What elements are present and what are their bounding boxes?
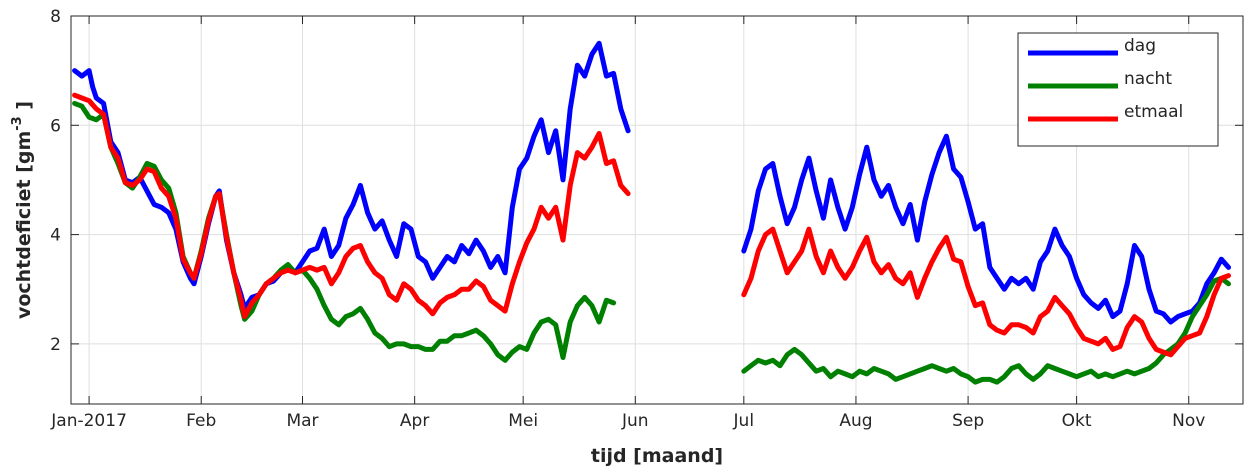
- legend: dag nacht etmaal: [1017, 32, 1219, 147]
- y-axis-title-main: vochtdeficiet [gm: [13, 131, 35, 319]
- x-tick-label: Jul: [733, 411, 755, 431]
- series-line-dag: [72, 40, 631, 311]
- legend-label-etmaal: etmaal: [1124, 102, 1183, 122]
- x-tick-label: Mei: [508, 411, 538, 431]
- plot-frame: [70, 15, 1244, 405]
- x-tick-label: Feb: [186, 411, 216, 431]
- x-tick-label: Jun: [621, 411, 649, 431]
- series-line-dag: [741, 133, 1231, 325]
- x-tick-label: Nov: [1172, 411, 1205, 431]
- y-axis-title: vochtdeficiet [gm-3 ]: [10, 101, 35, 319]
- legend-box: [1017, 32, 1219, 147]
- series-line-nacht: [72, 100, 617, 363]
- series-nacht: [72, 100, 1231, 385]
- x-tick-label: Mar: [286, 411, 318, 431]
- x-tick-label: Okt: [1062, 411, 1092, 431]
- x-tick-label: Apr: [400, 411, 429, 431]
- y-tick-label: 8: [50, 7, 61, 27]
- y-tick-label: 2: [50, 335, 61, 355]
- series-lines: [72, 40, 1231, 385]
- axis-ticks: Jan-2017 Feb Mar Apr Mei Jun Jul Aug Sep Okt Nov 2 4…: [50, 7, 1243, 431]
- series-line-nacht: [741, 275, 1231, 385]
- x-tick-label: Jan-2017: [50, 411, 127, 431]
- series-dag: [72, 40, 1231, 325]
- y-tick-label: 4: [50, 226, 61, 246]
- legend-label-nacht: nacht: [1124, 69, 1172, 89]
- y-axis-title-close: ]: [13, 101, 35, 116]
- series-etmaal: [72, 92, 1231, 358]
- y-axis-title-exponent: -3: [10, 116, 25, 130]
- legend-label-dag: dag: [1124, 36, 1156, 56]
- x-axis-title: tijd [maand]: [591, 445, 723, 467]
- y-tick-label: 6: [50, 116, 61, 136]
- x-tick-label: Aug: [839, 411, 872, 431]
- series-line-etmaal: [741, 226, 1231, 358]
- x-tick-label: Sep: [952, 411, 984, 431]
- series-line-etmaal: [72, 92, 631, 320]
